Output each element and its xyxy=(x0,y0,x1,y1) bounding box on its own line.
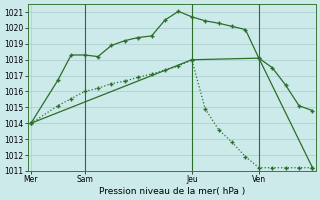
X-axis label: Pression niveau de la mer( hPa ): Pression niveau de la mer( hPa ) xyxy=(99,187,245,196)
